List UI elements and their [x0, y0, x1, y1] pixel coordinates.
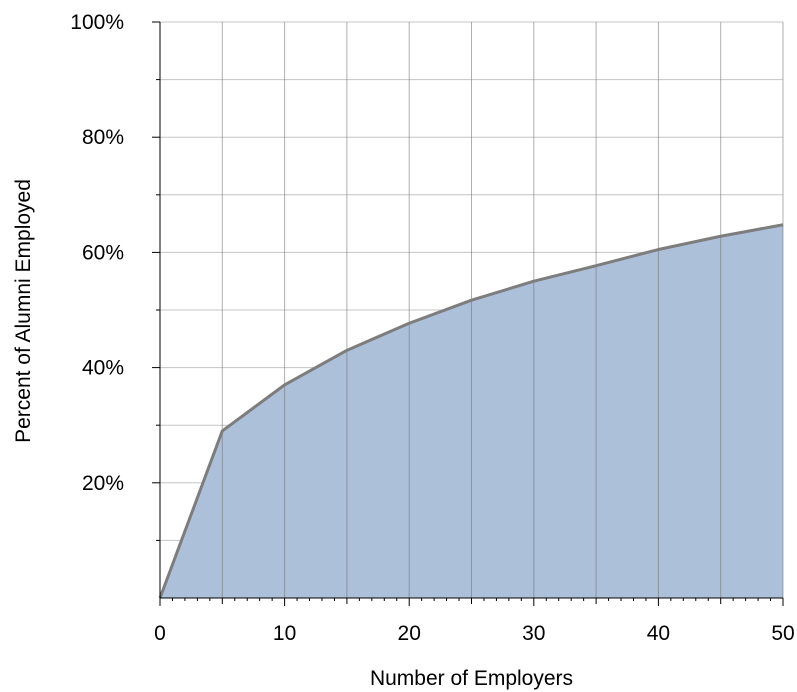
y-tick-label: 20% [82, 472, 124, 495]
y-axis-title: Percent of Alumni Employed [12, 179, 35, 443]
x-tick-label: 20 [398, 622, 421, 645]
series-line [158, 223, 784, 599]
x-axis-title: Number of Employers [370, 667, 573, 690]
x-tick-label: 30 [522, 622, 545, 645]
y-tick-label: 80% [82, 126, 124, 149]
y-tick-label: 40% [82, 357, 124, 380]
y-tick-label: 100% [70, 11, 124, 34]
vertical-gridlines-over-area [221, 22, 784, 598]
x-tick-label: 50 [771, 622, 794, 645]
x-tick-labels: 0 10 20 30 40 50 [154, 622, 795, 645]
y-tick-label: 60% [82, 241, 124, 264]
x-tick-label: 10 [273, 622, 296, 645]
y-tick-labels: 20% 40% 60% 80% 100% [70, 11, 124, 495]
axes [152, 21, 784, 606]
x-tick-label: 0 [154, 622, 166, 645]
x-tick-label: 40 [647, 622, 670, 645]
